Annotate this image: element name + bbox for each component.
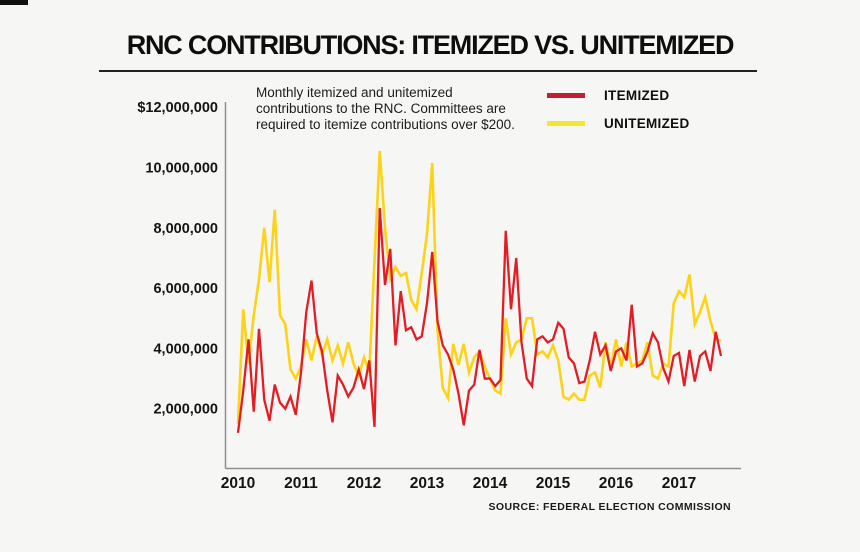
x-axis-tick-label: 2011 [284,475,318,492]
legend-item-itemized: ITEMIZED [547,87,690,103]
itemized-swatch [547,92,585,98]
x-axis-tick-label: 2015 [536,475,571,492]
y-axis-tick-label: 6,000,000 [153,281,218,297]
chart-subtitle: Monthly itemized and unitemized contribu… [256,85,515,132]
x-axis-tick-label: 2016 [599,475,634,492]
y-axis-ticks: $12,000,000 10,000,000 8,000,000 6,000,000 4… [137,100,218,418]
y-axis-tick-label: 10,000,000 [145,161,218,177]
x-axis-tick-label: 2010 [221,475,255,492]
page-title: RNC CONTRIBUTIONS: ITEMIZED VS. UNITEMIZ… [126,30,735,60]
y-axis-tick-label: 4,000,000 [153,341,218,357]
x-axis-ticks: 2010 2011 2012 2013 2014 2015 2016 2017 [221,475,696,492]
legend: ITEMIZED UNITEMIZED [547,88,690,144]
y-axis-tick-label: 8,000,000 [153,221,218,237]
itemized-legend-label: ITEMIZED [604,87,670,103]
x-axis-tick-label: 2012 [347,475,381,492]
y-axis-tick-label: $12,000,000 [137,100,218,116]
x-axis-tick-label: 2014 [473,475,508,492]
x-axis-tick-label: 2017 [662,475,696,492]
source-note: SOURCE: FEDERAL ELECTION COMMISSION [488,501,731,513]
series-lines [236,150,723,433]
unitemized-swatch [547,120,585,126]
legend-item-unitemized: UNITEMIZED [547,115,690,131]
title-divider [99,70,757,72]
itemized-line [236,208,723,433]
y-axis-tick-label: 2,000,000 [153,402,218,418]
unitemized-legend-label: UNITEMIZED [604,115,690,131]
corner-mark [0,0,28,5]
x-axis-tick-label: 2013 [410,475,445,492]
